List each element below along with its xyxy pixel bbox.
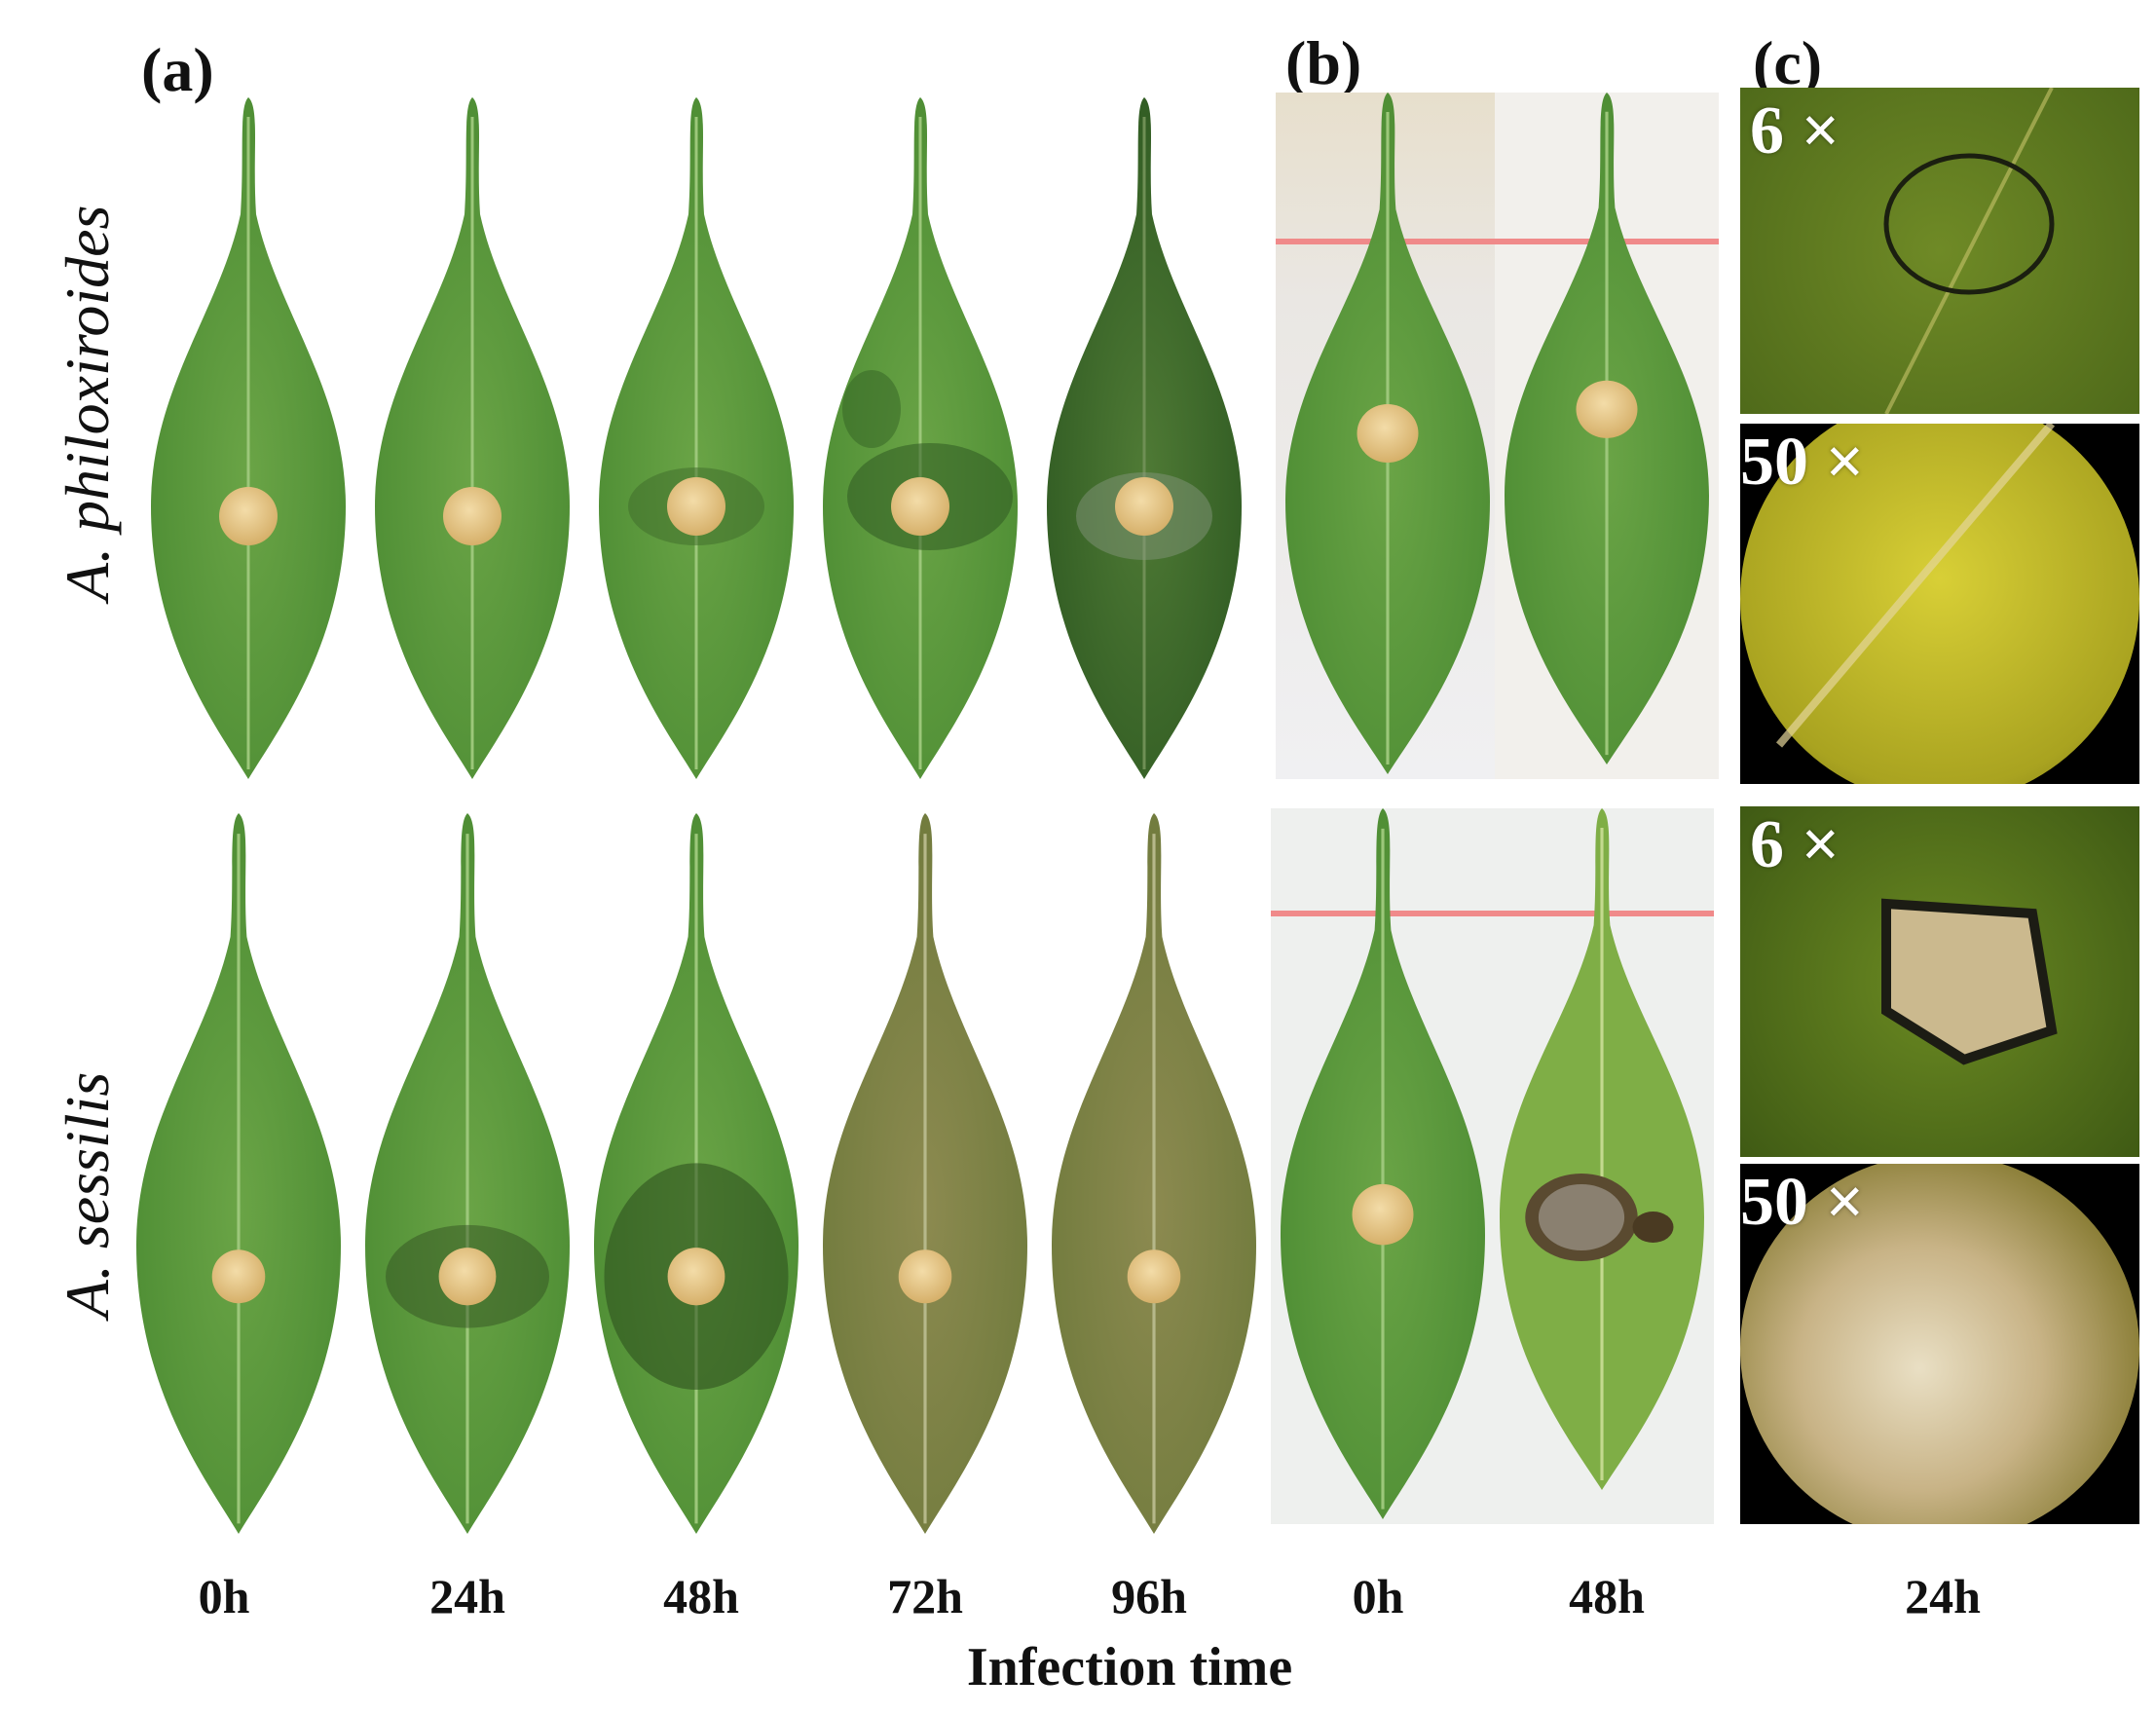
time-label-a-0h: 0h (198, 1569, 250, 1623)
time-label-a-96h: 96h (1111, 1569, 1187, 1623)
row-label-philoxiroides: A. philoxiroides (53, 205, 122, 601)
leaf-sessilis-72h (823, 813, 1027, 1534)
leaf-b-bottom-0h (1281, 808, 1485, 1519)
x-axis-title: Infection time (966, 1637, 1293, 1697)
magnification-label-3: 6 × (1750, 807, 1840, 882)
panel-label-c: (c) (1753, 28, 1823, 97)
leaf-sessilis-24h (365, 813, 570, 1534)
panel-a-bottom-row (136, 813, 1256, 1534)
leaf-philoxiroides-72h (823, 97, 1018, 779)
leaf-b-bottom-48h (1500, 808, 1704, 1490)
time-label-c-24h: 24h (1905, 1569, 1981, 1623)
panel-b-bottom (1271, 808, 1714, 1524)
time-label-b-0h: 0h (1352, 1569, 1404, 1623)
magnification-label-2: 50 × (1740, 425, 1865, 500)
leaf-philoxiroides-96h (1047, 97, 1242, 779)
magnification-label-1: 6 × (1750, 93, 1840, 168)
time-label-a-48h: 48h (663, 1569, 739, 1623)
leaf-philoxiroides-24h (375, 97, 570, 779)
leaf-philoxiroides-0h (151, 97, 346, 779)
panel-label-a: (a) (141, 35, 214, 104)
lesion-ring-small (1883, 88, 2055, 414)
micrograph-bottom-50x: 50 × (1740, 1164, 2139, 1524)
lesion-patch (1881, 898, 2058, 1065)
micro-vein (1775, 424, 2056, 748)
row-label-sessilis: A. sessilis (53, 1071, 122, 1319)
leaf-philoxiroides-48h (599, 97, 794, 779)
leaf-sessilis-48h (594, 813, 799, 1534)
leaf-sessilis-0h (136, 813, 341, 1534)
panel-label-b: (b) (1285, 28, 1362, 97)
micrograph-top-50x: 50 × (1740, 424, 2139, 784)
micrograph-bottom-6x: 6 × (1740, 806, 2139, 1157)
time-label-a-24h: 24h (429, 1569, 505, 1623)
panel-a-top-row (136, 97, 1256, 779)
time-label-a-72h: 72h (887, 1569, 963, 1623)
micrograph-top-6x: 6 × (1740, 88, 2139, 414)
panel-b-top (1276, 93, 1719, 779)
magnification-label-4: 50 × (1740, 1165, 1865, 1240)
leaf-sessilis-96h (1052, 813, 1256, 1534)
leaf-b-top-48h (1505, 93, 1709, 764)
leaf-b-top-0h (1285, 93, 1490, 774)
time-label-b-48h: 48h (1569, 1569, 1645, 1623)
